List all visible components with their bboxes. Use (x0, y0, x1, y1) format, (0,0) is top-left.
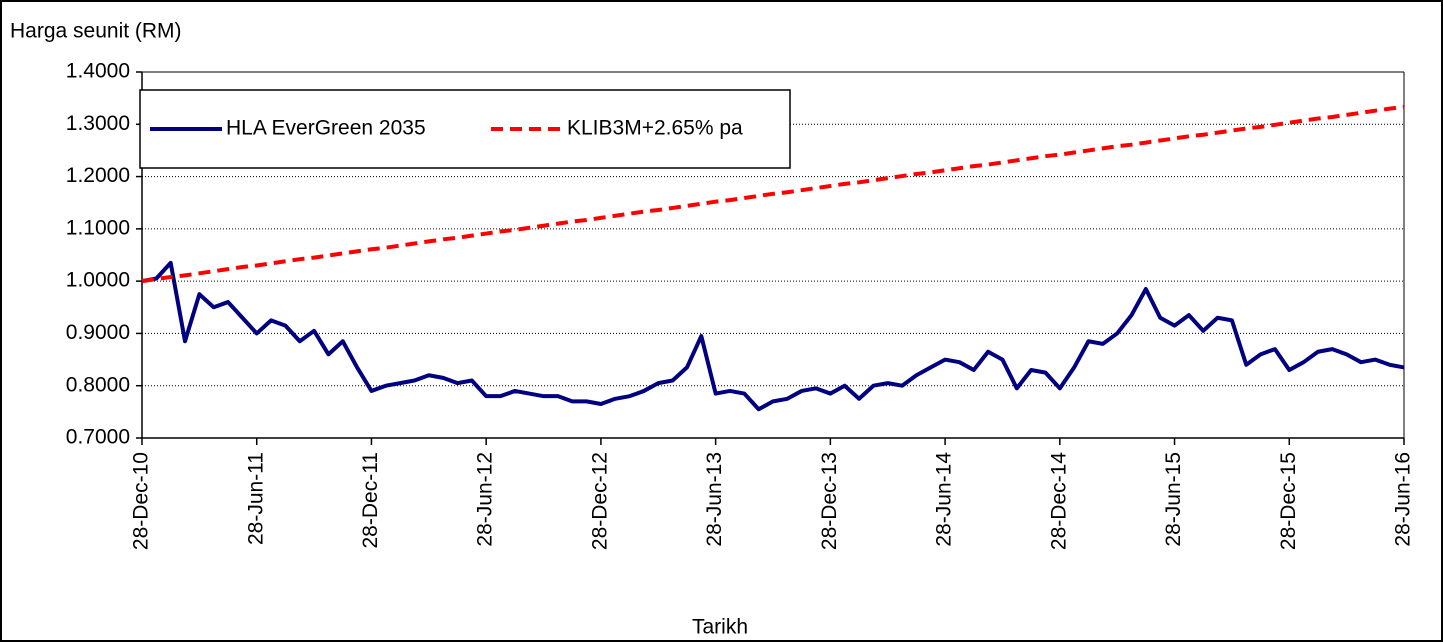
y-tick-label: 0.8000 (66, 373, 130, 396)
y-tick-label: 0.7000 (66, 426, 130, 449)
x-tick-label: 28-Dec-11 (359, 452, 382, 549)
y-tick-label: 1.1000 (66, 216, 130, 239)
y-axis-title: Harga seunit (RM) (10, 20, 182, 43)
series-line (141, 260, 1405, 412)
x-tick-label: 28-Jun-15 (1162, 452, 1185, 547)
x-tick-label: 28-Dec-10 (130, 452, 153, 550)
x-tick-label: 28-Jun-14 (933, 452, 956, 547)
y-tick-label: 0.9000 (66, 321, 130, 344)
x-axis-title: Tarikh (692, 616, 748, 639)
plot-area: 0.7000 0.8000 0.9000 1.0000 1.1000 1.2000 1.30… (66, 60, 1415, 551)
x-tick-label: 28-Dec-14 (1047, 452, 1070, 550)
x-tick-label: 28-Jun-13 (703, 452, 726, 547)
y-tick-label: 1.2000 (66, 164, 130, 187)
x-tick-label: 28-Dec-13 (818, 452, 841, 550)
y-tick-label: 1.4000 (66, 60, 130, 83)
legend-label: HLA EverGreen 2035 (226, 117, 426, 140)
x-tick-label: 28-Dec-15 (1277, 452, 1300, 550)
x-tick-label: 28-Dec-12 (588, 452, 611, 550)
legend-label: KLIB3M+2.65% pa (567, 117, 743, 140)
x-tick-label: 28-Jun-11 (244, 452, 267, 545)
x-tick-label: 28-Jun-16 (1392, 452, 1415, 547)
y-tick-label: 1.3000 (66, 112, 130, 135)
y-tick-label: 1.0000 (66, 269, 130, 292)
legend: HLA EverGreen 2035 KLIB3M+2.65% pa (139, 89, 791, 169)
legend-box (139, 89, 791, 169)
series-line (141, 105, 1405, 284)
x-tick-label: 28-Jun-12 (474, 452, 497, 547)
